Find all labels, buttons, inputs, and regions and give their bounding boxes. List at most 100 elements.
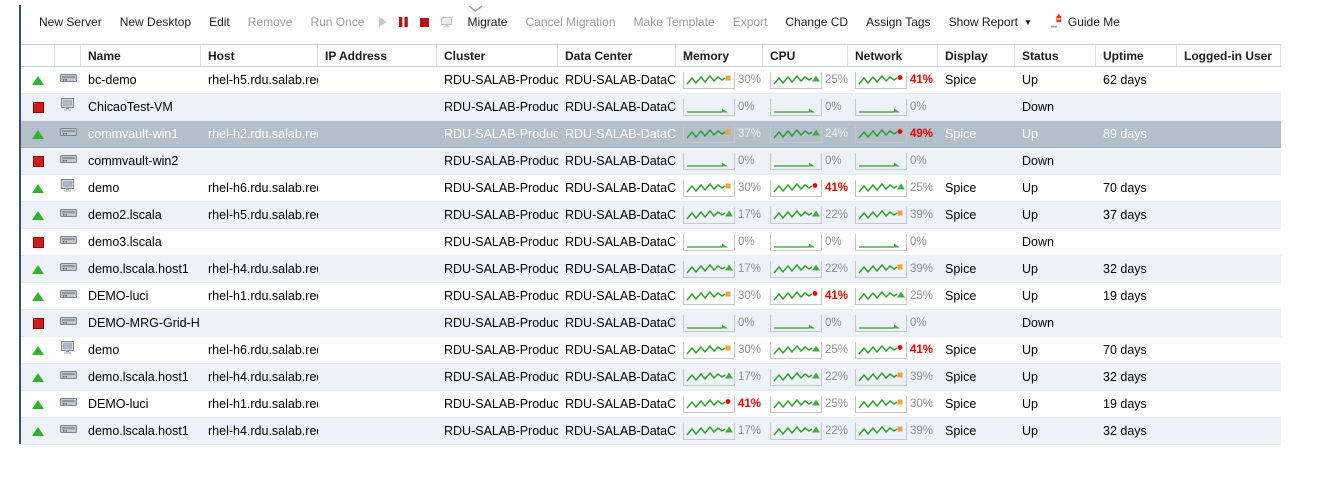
table-row[interactable]: demo2.lscala rhel-h5.rdu.salab.red RDU-SAL… bbox=[21, 202, 1281, 229]
column-header-cluster[interactable]: Cluster bbox=[437, 45, 558, 66]
column-header-empty-0[interactable] bbox=[21, 45, 55, 66]
network-usage-cell: 39% bbox=[848, 418, 938, 444]
table-row[interactable]: ChicaoTest-VM RDU-SALAB-Produc RDU-SALAB-D… bbox=[21, 94, 1281, 121]
vm-host-cell: rhel-h4.rdu.salab.red bbox=[201, 256, 318, 282]
status-up-icon bbox=[32, 345, 44, 355]
memory-percent: 17% bbox=[738, 425, 762, 437]
vm-uptime: 32 days bbox=[1103, 424, 1147, 438]
vm-status-cell: Up bbox=[1015, 256, 1096, 282]
vm-display-cell: Spice bbox=[938, 391, 1015, 417]
column-header-network[interactable]: Network bbox=[848, 45, 938, 66]
chevron-down-icon bbox=[468, 0, 483, 18]
vm-name: commvault-win2 bbox=[88, 154, 179, 168]
memory-usage-cell: 37% bbox=[676, 121, 763, 147]
server-icon bbox=[59, 287, 78, 305]
table-row[interactable]: commvault-win1 rhel-h2.rdu.salab.red RDU-S… bbox=[21, 121, 1281, 148]
table-row[interactable]: commvault-win2 RDU-SALAB-Produc RDU-SALAB-… bbox=[21, 148, 1281, 175]
memory-percent: 30% bbox=[738, 344, 762, 356]
vm-uptime-cell bbox=[1096, 310, 1177, 336]
column-header-memory[interactable]: Memory bbox=[676, 45, 763, 66]
memory-percent: 37% bbox=[738, 128, 762, 140]
table-row[interactable]: demo rhel-h6.rdu.salab.red RDU-SALAB-Produ… bbox=[21, 175, 1281, 202]
vm-cluster: RDU-SALAB-Produc bbox=[444, 73, 558, 87]
table-row[interactable]: demo.lscala.host1 rhel-h4.rdu.salab.red RD… bbox=[21, 418, 1281, 445]
memory-usage-cell: 30% bbox=[676, 337, 763, 363]
network-usage-cell: 0% bbox=[848, 94, 938, 120]
vm-data-center-cell: RDU-SALAB-DataC bbox=[558, 175, 676, 201]
vm-host-cell: rhel-h1.rdu.salab.red bbox=[201, 391, 318, 417]
column-header-cpu[interactable]: CPU bbox=[763, 45, 848, 66]
vm-host-cell: rhel-h4.rdu.salab.red bbox=[201, 364, 318, 390]
vm-data-center-cell: RDU-SALAB-DataC bbox=[558, 121, 676, 147]
vm-name: demo3.lscala bbox=[88, 235, 162, 249]
vm-host: rhel-h5.rdu.salab.red bbox=[208, 208, 318, 222]
vm-status-cell: Up bbox=[1015, 67, 1096, 93]
network-sparkline bbox=[855, 152, 907, 170]
new-server-button[interactable]: New Server bbox=[30, 15, 111, 29]
table-row[interactable]: demo.lscala.host1 rhel-h4.rdu.salab.red RD… bbox=[21, 256, 1281, 283]
desktop-icon bbox=[60, 340, 76, 360]
edit-button[interactable]: Edit bbox=[200, 15, 239, 29]
network-percent: 0% bbox=[910, 101, 927, 113]
vm-display-cell bbox=[938, 94, 1015, 120]
vm-ip-address-cell bbox=[318, 310, 437, 336]
vm-data-center-cell: RDU-SALAB-DataC bbox=[558, 202, 676, 228]
server-icon bbox=[59, 395, 78, 413]
vm-data-center-cell: RDU-SALAB-DataC bbox=[558, 229, 676, 255]
table-row[interactable]: DEMO-luci rhel-h1.rdu.salab.red RDU-SALAB-… bbox=[21, 391, 1281, 418]
column-header-display[interactable]: Display bbox=[938, 45, 1015, 66]
cpu-percent: 22% bbox=[825, 371, 848, 383]
table-row[interactable]: bc-demo rhel-h5.rdu.salab.red RDU-SALAB-Pr… bbox=[21, 67, 1281, 94]
column-header-logged-in-user[interactable]: Logged-in User bbox=[1177, 45, 1281, 66]
vm-host-cell bbox=[201, 310, 318, 336]
vm-name-cell: commvault-win2 bbox=[81, 148, 201, 174]
vm-display: Spice bbox=[945, 73, 977, 87]
memory-percent: 30% bbox=[738, 290, 762, 302]
vm-uptime-cell: 62 days bbox=[1096, 67, 1177, 93]
column-header-name[interactable]: Name bbox=[81, 45, 201, 66]
table-row[interactable]: DEMO-MRG-Grid-H RDU-SALAB-Produc RDU-SALAB… bbox=[21, 310, 1281, 337]
column-header-data-center[interactable]: Data Center bbox=[558, 45, 676, 66]
table-row[interactable]: DEMO-luci rhel-h1.rdu.salab.red RDU-SALAB-… bbox=[21, 283, 1281, 310]
table-row[interactable]: demo rhel-h6.rdu.salab.red RDU-SALAB-Produ… bbox=[21, 337, 1281, 364]
guide-me-button[interactable]: Guide Me bbox=[1041, 13, 1129, 31]
remove-button-label: Remove bbox=[247, 15, 293, 29]
vm-cluster: RDU-SALAB-Produc bbox=[444, 127, 558, 141]
vm-name-cell: demo bbox=[81, 175, 201, 201]
change-cd-button[interactable]: Change CD bbox=[776, 15, 857, 29]
vm-data-center: RDU-SALAB-DataC bbox=[565, 262, 676, 276]
migrate-button[interactable]: Migrate bbox=[458, 15, 516, 29]
vm-name: demo.lscala.host1 bbox=[88, 424, 189, 438]
new-desktop-button[interactable]: New Desktop bbox=[111, 15, 200, 29]
stop-icon[interactable] bbox=[414, 17, 435, 28]
column-header-ip-address[interactable]: IP Address bbox=[318, 45, 437, 66]
column-header-status[interactable]: Status bbox=[1015, 45, 1096, 66]
vm-status: Down bbox=[1022, 100, 1054, 114]
vm-display-cell: Spice bbox=[938, 175, 1015, 201]
assign-tags-button[interactable]: Assign Tags bbox=[857, 15, 939, 29]
vm-status: Up bbox=[1022, 127, 1038, 141]
status-up-icon bbox=[32, 75, 44, 85]
network-usage-cell: 0% bbox=[848, 229, 938, 255]
memory-sparkline bbox=[683, 152, 735, 170]
column-header-host[interactable]: Host bbox=[201, 45, 318, 66]
pause-icon[interactable] bbox=[393, 16, 414, 28]
column-header-empty-1[interactable] bbox=[55, 45, 81, 66]
vm-cluster-cell: RDU-SALAB-Produc bbox=[437, 175, 558, 201]
cpu-sparkline bbox=[770, 341, 822, 359]
show-report-button[interactable]: Show Report ▼ bbox=[940, 15, 1041, 29]
vm-logged-in-user-cell bbox=[1177, 256, 1281, 282]
memory-sparkline bbox=[683, 422, 735, 440]
table-row[interactable]: demo.lscala.host1 rhel-h4.rdu.salab.red RD… bbox=[21, 364, 1281, 391]
vm-host-cell bbox=[201, 94, 318, 120]
vm-name: demo2.lscala bbox=[88, 208, 162, 222]
vm-display-cell: Spice bbox=[938, 67, 1015, 93]
vm-ip-address-cell bbox=[318, 337, 437, 363]
memory-usage-cell: 30% bbox=[676, 283, 763, 309]
network-sparkline bbox=[855, 422, 907, 440]
table-row[interactable]: demo3.lscala RDU-SALAB-Produc RDU-SALAB-Da… bbox=[21, 229, 1281, 256]
network-sparkline bbox=[855, 71, 907, 89]
column-header-uptime[interactable]: Uptime bbox=[1096, 45, 1177, 66]
vm-uptime-cell: 89 days bbox=[1096, 121, 1177, 147]
vm-data-center-cell: RDU-SALAB-DataC bbox=[558, 283, 676, 309]
